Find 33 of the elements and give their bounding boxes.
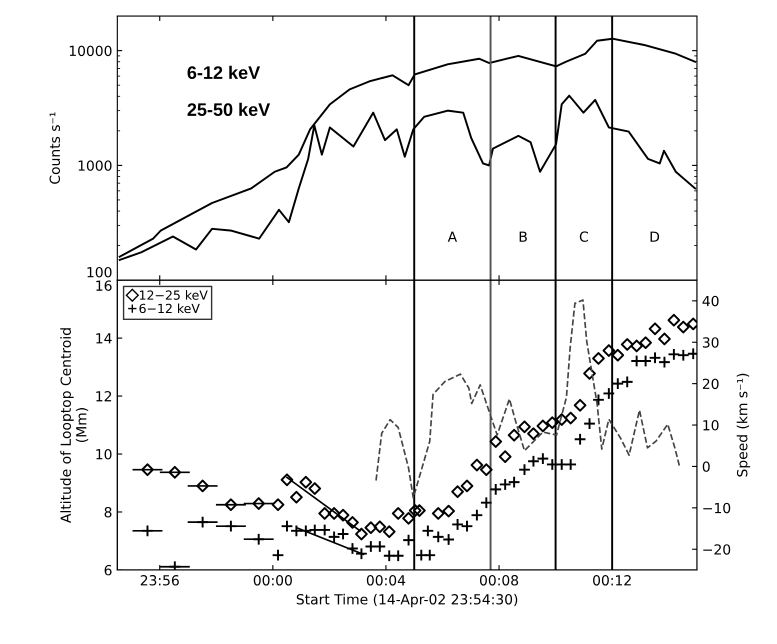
legend-label: 12−25 keV (140, 290, 208, 300)
y-tick-label: 10000 (70, 46, 112, 56)
y2-tick-label: 0 (702, 461, 710, 472)
x-tick-label: 23:56 (140, 575, 179, 586)
y-tick-label: 8 (104, 506, 112, 518)
x-tick-label: 00:12 (593, 575, 631, 586)
y2-tick-label: 30 (702, 337, 719, 348)
y2-axis-title: Speed (km s⁻¹) (736, 374, 750, 477)
y-tick-label: 1000 (78, 160, 112, 171)
y2-tick-label: −20 (703, 544, 730, 555)
x-tick-label: 00:00 (254, 575, 292, 586)
annotation: D (650, 232, 660, 242)
y-tick-label: 12 (96, 391, 112, 402)
annotation: 6-12 keV (188, 66, 260, 80)
legend-label: 6−12 keV (139, 303, 200, 314)
y-tick-label: 10 (96, 448, 112, 460)
y-axis-title: Altitude of Looptop Centroid (Mm) (60, 328, 88, 523)
y-tick-label: 6 (104, 564, 112, 576)
x-tick-label: 00:08 (480, 575, 518, 586)
y2-tick-label: 40 (702, 296, 719, 306)
y-axis-title: Counts s⁻¹ (50, 112, 60, 184)
y-tick-label: 100 (87, 266, 112, 278)
x-axis-title: Start Time (14-Apr-02 23:54:30) (296, 594, 518, 608)
y-tick-label: 16 (96, 280, 112, 291)
annotation: 25-50 keV (188, 102, 270, 116)
y-tick-label: 14 (96, 333, 112, 344)
annotation: A (448, 232, 458, 242)
annotation: B (520, 232, 527, 242)
y2-tick-label: 10 (703, 420, 719, 431)
y2-tick-label: 20 (702, 378, 719, 390)
annotation: C (580, 231, 588, 242)
x-tick-label: 00:04 (366, 575, 406, 586)
y2-tick-label: −10 (703, 502, 730, 514)
